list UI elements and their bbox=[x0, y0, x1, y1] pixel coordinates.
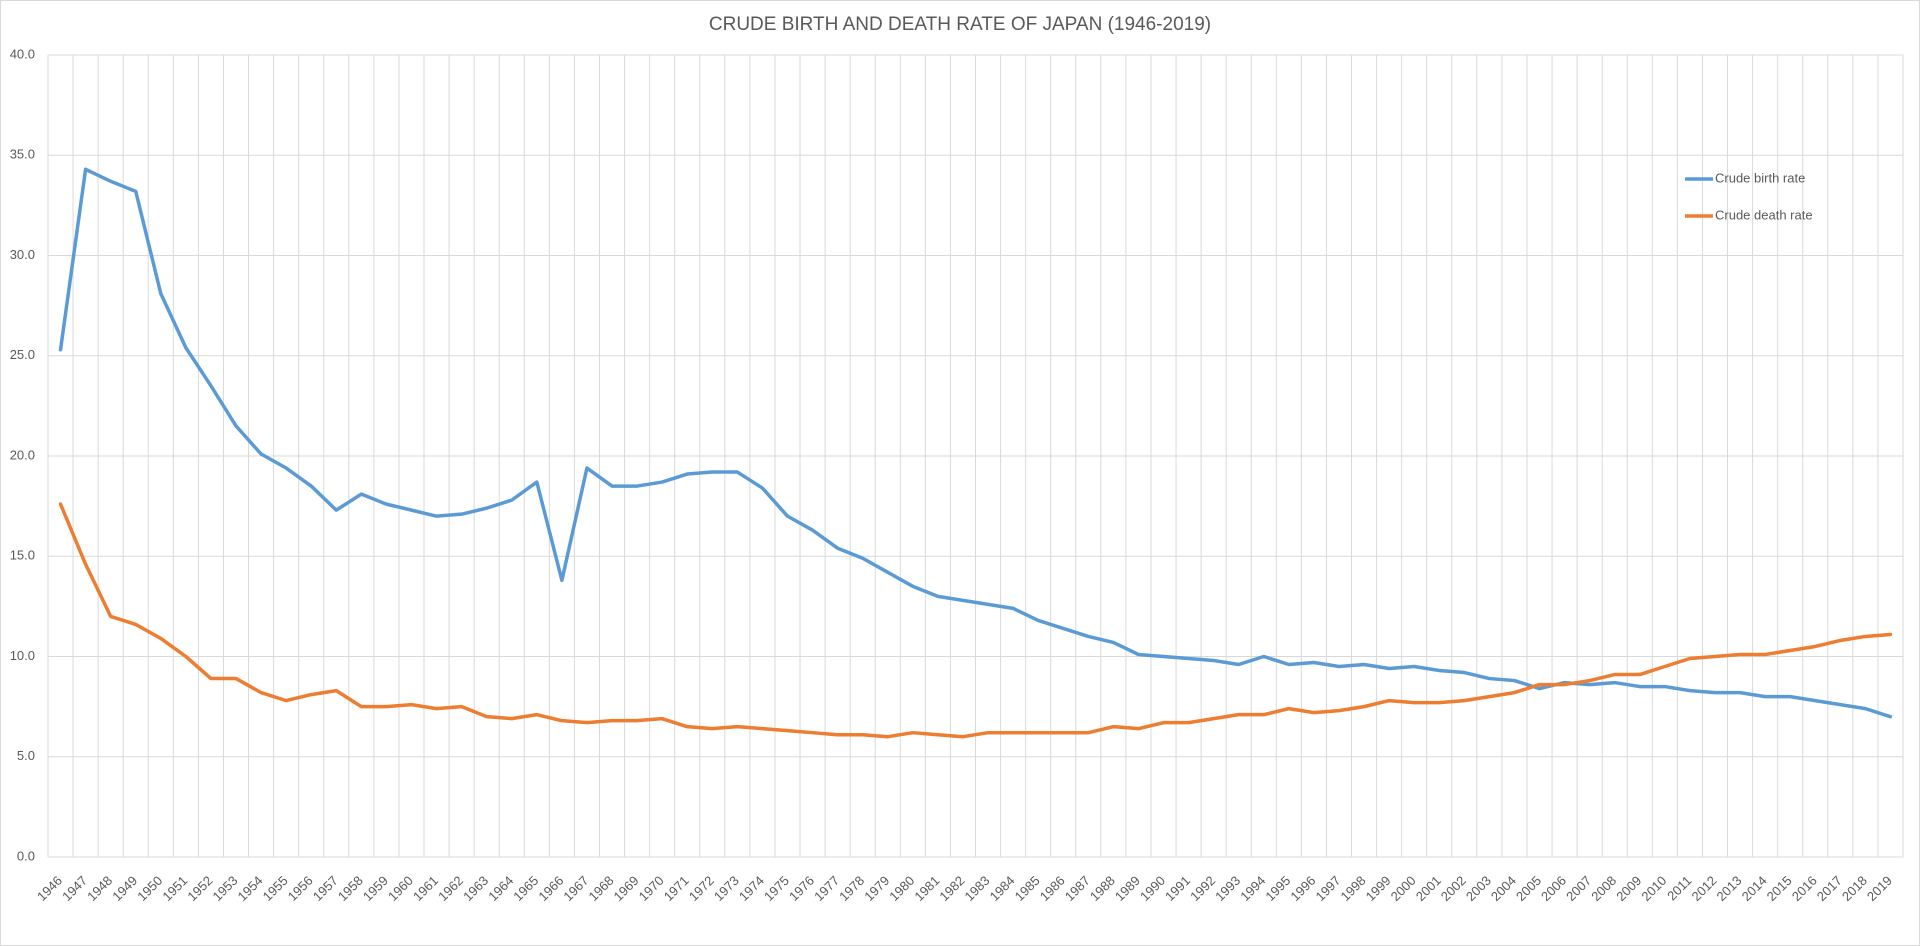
y-tick-label: 20.0 bbox=[10, 447, 35, 462]
legend-label: Crude birth rate bbox=[1715, 170, 1805, 185]
y-tick-label: 25.0 bbox=[10, 347, 35, 362]
y-tick-label: 0.0 bbox=[17, 848, 35, 863]
y-tick-label: 30.0 bbox=[10, 247, 35, 262]
y-tick-label: 35.0 bbox=[10, 147, 35, 162]
series-line bbox=[58, 167, 1893, 719]
chart-title: CRUDE BIRTH AND DEATH RATE OF JAPAN (194… bbox=[709, 14, 1211, 35]
legend-label: Crude death rate bbox=[1715, 207, 1813, 222]
y-tick-label: 40.0 bbox=[10, 46, 35, 61]
series-line bbox=[58, 502, 1893, 739]
y-tick-label: 5.0 bbox=[17, 748, 35, 763]
y-tick-label: 10.0 bbox=[10, 648, 35, 663]
y-tick-label: 15.0 bbox=[10, 548, 35, 563]
